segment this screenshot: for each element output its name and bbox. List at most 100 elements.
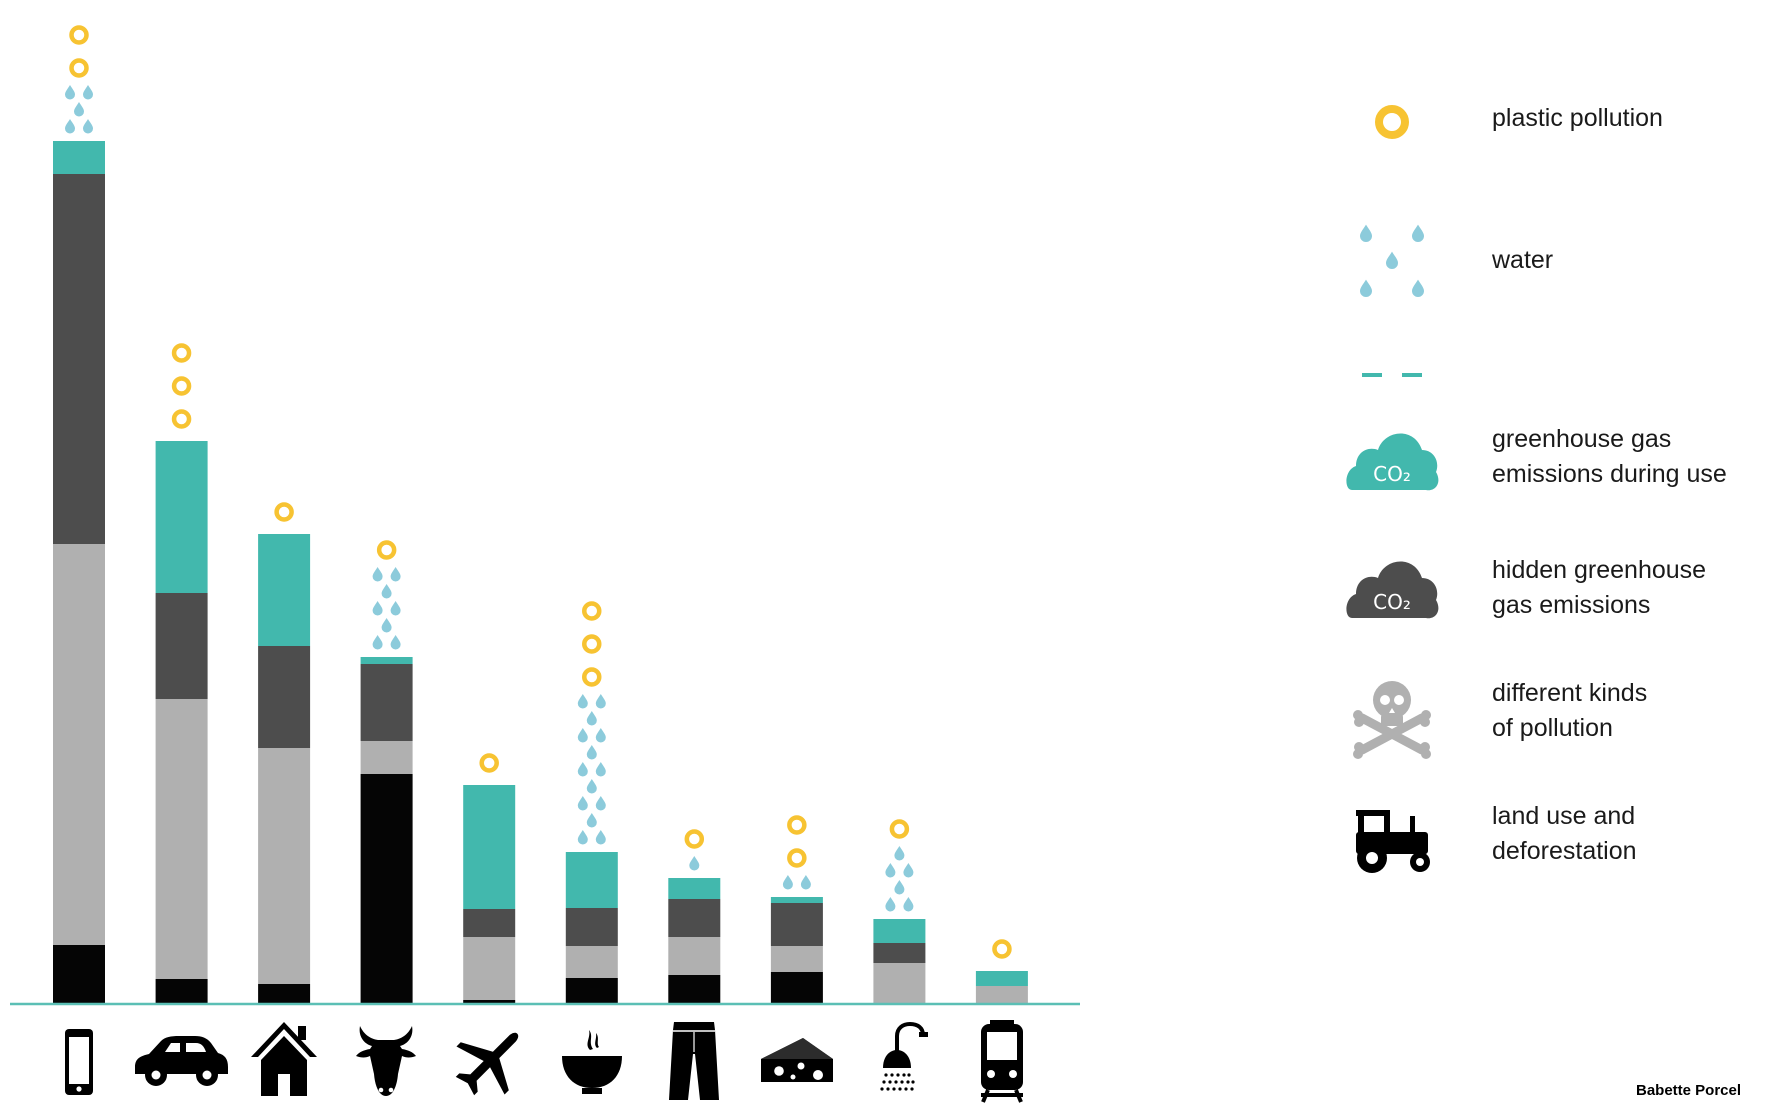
water-drop [595, 762, 606, 777]
plastic-ring [171, 376, 192, 396]
water-drop [782, 875, 793, 890]
water-drop [390, 635, 401, 650]
bar-segment-pollution [668, 937, 721, 975]
bar-segment-land [770, 972, 823, 1003]
water-drop [577, 830, 588, 845]
plastic-ring [787, 848, 807, 868]
water-drop [903, 863, 914, 878]
water-drop [372, 567, 383, 582]
legend-skull-crossbones-icon [1353, 681, 1431, 759]
bar-segment-hidden_ghg [360, 664, 413, 741]
plastic-ring [479, 753, 499, 773]
legend-co2-text: CO₂ [1373, 462, 1411, 486]
bar-segment-hidden_ghg [258, 646, 311, 748]
bar-segment-land [258, 984, 311, 1003]
plastic-ring [171, 409, 192, 429]
plastic-ring [582, 601, 602, 621]
legend-label-hidden-ghg-line1: hidden greenhouse [1492, 556, 1707, 584]
water-drop [577, 694, 588, 709]
bar-segment-use_ghg [155, 441, 208, 593]
water-drop [65, 85, 75, 100]
plastic-ring [992, 939, 1012, 959]
legend-label-hidden-ghg-line2: gas emissions [1492, 591, 1651, 619]
water-drop [894, 846, 905, 861]
airplane-icon [455, 1032, 519, 1096]
bar-segment-land [53, 945, 105, 1003]
plastic-ring [787, 815, 807, 835]
bar-segment-hidden_ghg [873, 943, 926, 963]
plastic-ring [582, 634, 602, 654]
legend-label-pollution-line1: different kinds [1492, 679, 1648, 707]
bar-segment-pollution [975, 986, 1028, 1003]
bar-segment-pollution [873, 963, 926, 1003]
water-drop [586, 813, 597, 828]
legend-label-hidden-ghg: hidden greenhouse gas emissions [1492, 553, 1706, 623]
water-drop [372, 635, 383, 650]
bar-segment-pollution [360, 741, 413, 774]
legend-co2-text: CO₂ [1373, 590, 1411, 614]
legend-label-use-ghg: greenhouse gas emissions during use [1492, 422, 1727, 492]
legend-label-use-ghg-line2: emissions during use [1492, 460, 1727, 488]
plastic-ring [171, 343, 192, 363]
plastic-ring [582, 667, 602, 687]
legend-tractor-icon [1356, 810, 1430, 873]
bar-segment-land [668, 975, 721, 1003]
water-drop [381, 618, 392, 633]
water-drop [390, 601, 401, 616]
bars-layer [53, 141, 1028, 1003]
legend-label-pollution-line2: of pollution [1492, 714, 1613, 742]
bar-segment-use_ghg [565, 852, 618, 908]
plastic-ring [889, 819, 910, 839]
water-drop [65, 119, 75, 134]
water-drop [372, 601, 383, 616]
water-drop [83, 119, 93, 134]
legend-label-pollution: different kinds of pollution [1492, 676, 1647, 746]
legend-water-drops-icon [1360, 224, 1424, 297]
plastic-ring [69, 58, 89, 78]
legend-label-water: water [1492, 246, 1554, 274]
legend-label-plastic: plastic pollution [1492, 104, 1663, 132]
bar-segment-hidden_ghg [565, 908, 618, 946]
house-icon [251, 1022, 317, 1096]
plastic-ring [376, 540, 397, 560]
legend-plastic-ring-icon [1375, 105, 1409, 139]
water-drop [577, 796, 588, 811]
water-drop [390, 567, 401, 582]
bar-segment-pollution [463, 937, 516, 1000]
cheese-icon [761, 1038, 833, 1082]
legend-co2-cloud-teal-icon: CO₂ [1346, 433, 1439, 491]
bar-segment-hidden_ghg [155, 593, 208, 699]
plastic-ring [274, 502, 294, 522]
cow-icon [356, 1026, 416, 1096]
bowl-icon [562, 1030, 622, 1094]
bar-segment-use_ghg [258, 534, 311, 646]
bar-segment-hidden_ghg [53, 174, 105, 544]
water-drop [689, 856, 700, 871]
bar-segment-land [565, 978, 618, 1003]
bar-segment-pollution [258, 748, 311, 984]
markers-layer [65, 25, 1012, 959]
bar-segment-pollution [565, 946, 618, 978]
water-drop [595, 728, 606, 743]
shower-icon [880, 1021, 928, 1091]
water-drop [595, 830, 606, 845]
legend-label-use-ghg-line1: greenhouse gas [1492, 425, 1672, 453]
plastic-ring [69, 25, 89, 45]
water-drop [577, 762, 588, 777]
water-drop [74, 102, 84, 117]
water-drop [894, 880, 905, 895]
bar-segment-use_ghg [360, 657, 413, 664]
bar-segment-pollution [53, 544, 105, 945]
bar-segment-pollution [770, 946, 823, 972]
water-drop [586, 711, 597, 726]
bar-segment-use_ghg [975, 971, 1028, 986]
bar-segment-use_ghg [53, 141, 105, 174]
bar-segment-use_ghg [873, 919, 926, 943]
bar-segment-land [155, 979, 208, 1003]
bar-segment-use_ghg [463, 785, 516, 909]
bar-segment-land [463, 1000, 516, 1003]
water-drop [381, 584, 392, 599]
legend-label-land-line1: land use and [1492, 802, 1636, 830]
legend-co2-cloud-dark-icon: CO₂ [1346, 561, 1439, 619]
